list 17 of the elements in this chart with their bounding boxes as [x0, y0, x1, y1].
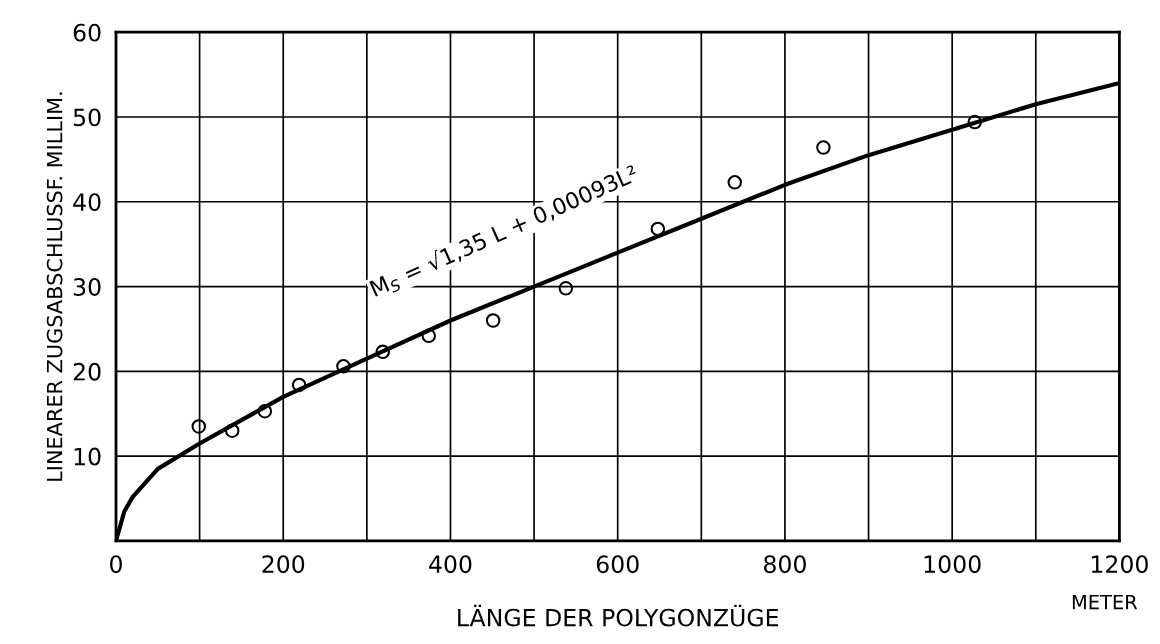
y-tick-label: 30 — [73, 278, 101, 296]
y-axis-title: LINEARER ZUGSABSCHLUSSF. MILLIM. — [46, 92, 63, 481]
x-tick-label: 200 — [262, 555, 305, 574]
x-tick-label: 1000 — [924, 555, 981, 574]
y-tick-label: 60 — [73, 23, 101, 42]
y-tick-label: 10 — [74, 447, 101, 466]
x-tick-label: 1200 — [1091, 555, 1148, 574]
x-tick-label: 800 — [764, 555, 806, 574]
x-tick-label: 0 — [110, 555, 122, 574]
y-tick-label: 20 — [73, 362, 101, 381]
x-axis-title: LÄNGE DER POLYGONZÜGE — [458, 604, 779, 627]
x-tick-label: 600 — [596, 555, 639, 574]
y-tick-label: 50 — [73, 108, 101, 127]
annotation: M$_{S}$ = √1,35 L + 0,00093L² — [368, 163, 641, 301]
text: METER — [1072, 594, 1138, 610]
y-tick-label: 40 — [73, 193, 101, 212]
x-tick-label: 400 — [429, 555, 472, 574]
